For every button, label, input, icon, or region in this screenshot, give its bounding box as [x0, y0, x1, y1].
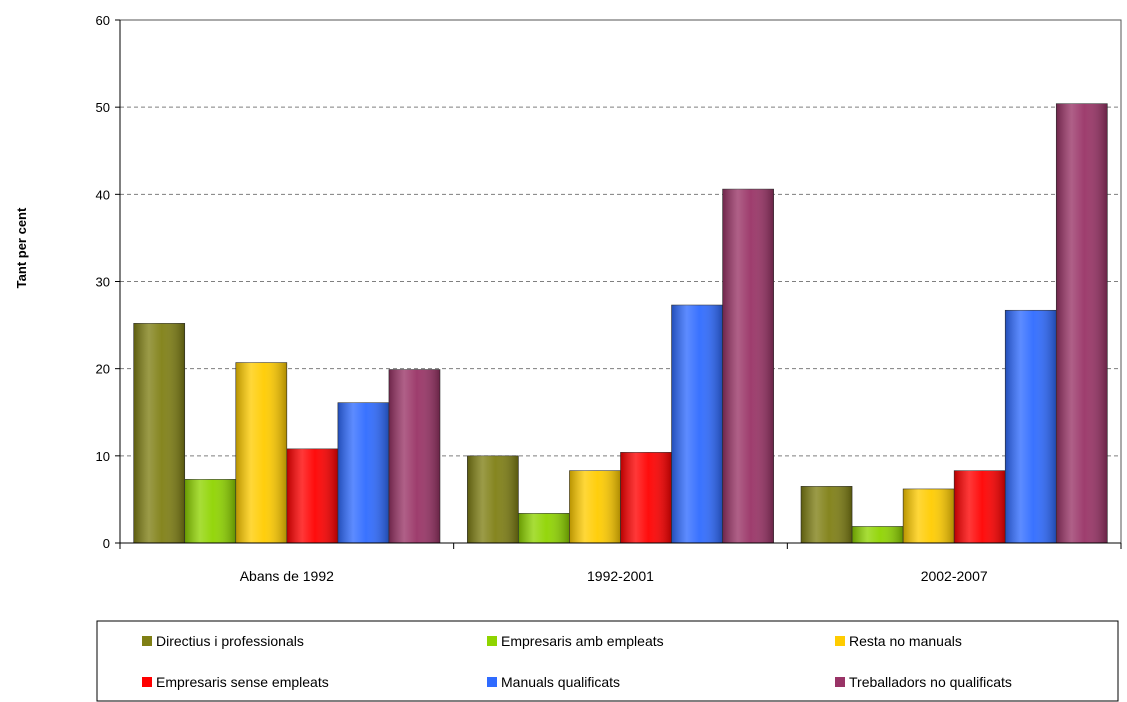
bar-shading — [184, 479, 236, 543]
bar-shading — [235, 362, 287, 543]
legend-swatch — [142, 636, 152, 646]
bar-shading — [133, 323, 185, 543]
y-tick-label: 50 — [96, 100, 110, 115]
legend-entry-label: Directius i professionals — [156, 633, 304, 649]
bar-shading — [518, 513, 570, 543]
y-tick-label: 20 — [96, 362, 110, 377]
bar-shading — [852, 526, 904, 543]
y-tick-label: 0 — [103, 536, 110, 551]
legend-swatch — [835, 677, 845, 687]
y-tick-label: 40 — [96, 187, 110, 202]
legend-entry-label: Manuals qualificats — [501, 674, 620, 690]
y-tick-label: 10 — [96, 449, 110, 464]
bar-shading — [903, 488, 955, 543]
legend-frame — [96, 620, 1119, 702]
legend: Directius i professionals Empresaris amb … — [96, 620, 1119, 702]
legend-entry-label: Resta no manuals — [849, 633, 962, 649]
legend-swatch — [487, 636, 497, 646]
x-category-label: 1992-2001 — [587, 568, 654, 584]
bar-shading — [722, 189, 774, 543]
axes: 0 10 20 30 40 50 60 Abans de 1992 1992-2001 2002-… — [96, 13, 1122, 584]
legend-entry-label: Empresaris amb empleats — [501, 633, 664, 649]
legend-entry-label: Treballadors no qualificats — [849, 674, 1012, 690]
y-axis-label: Tant per cent — [14, 207, 29, 288]
x-category-label: Abans de 1992 — [240, 568, 334, 584]
legend-swatch — [487, 677, 497, 687]
y-tick-label: 30 — [96, 275, 110, 290]
x-category-label: 2002-2007 — [921, 568, 988, 584]
bar-shading — [569, 470, 621, 543]
bar-shading — [286, 448, 338, 543]
bar-shading — [954, 470, 1006, 543]
bar-shading — [337, 402, 389, 543]
legend-swatch — [142, 677, 152, 687]
bar-shading — [671, 305, 723, 543]
legend-entry-label: Empresaris sense empleats — [156, 674, 329, 690]
bar-shading — [1056, 103, 1108, 544]
y-tick-label: 60 — [96, 13, 110, 28]
bars — [133, 103, 1108, 544]
bar-shading — [388, 369, 440, 543]
bar-shading — [620, 452, 672, 543]
bar-shading — [467, 455, 519, 543]
legend-swatch — [835, 636, 845, 646]
bar-shading — [1005, 310, 1057, 543]
bar-shading — [801, 486, 853, 543]
